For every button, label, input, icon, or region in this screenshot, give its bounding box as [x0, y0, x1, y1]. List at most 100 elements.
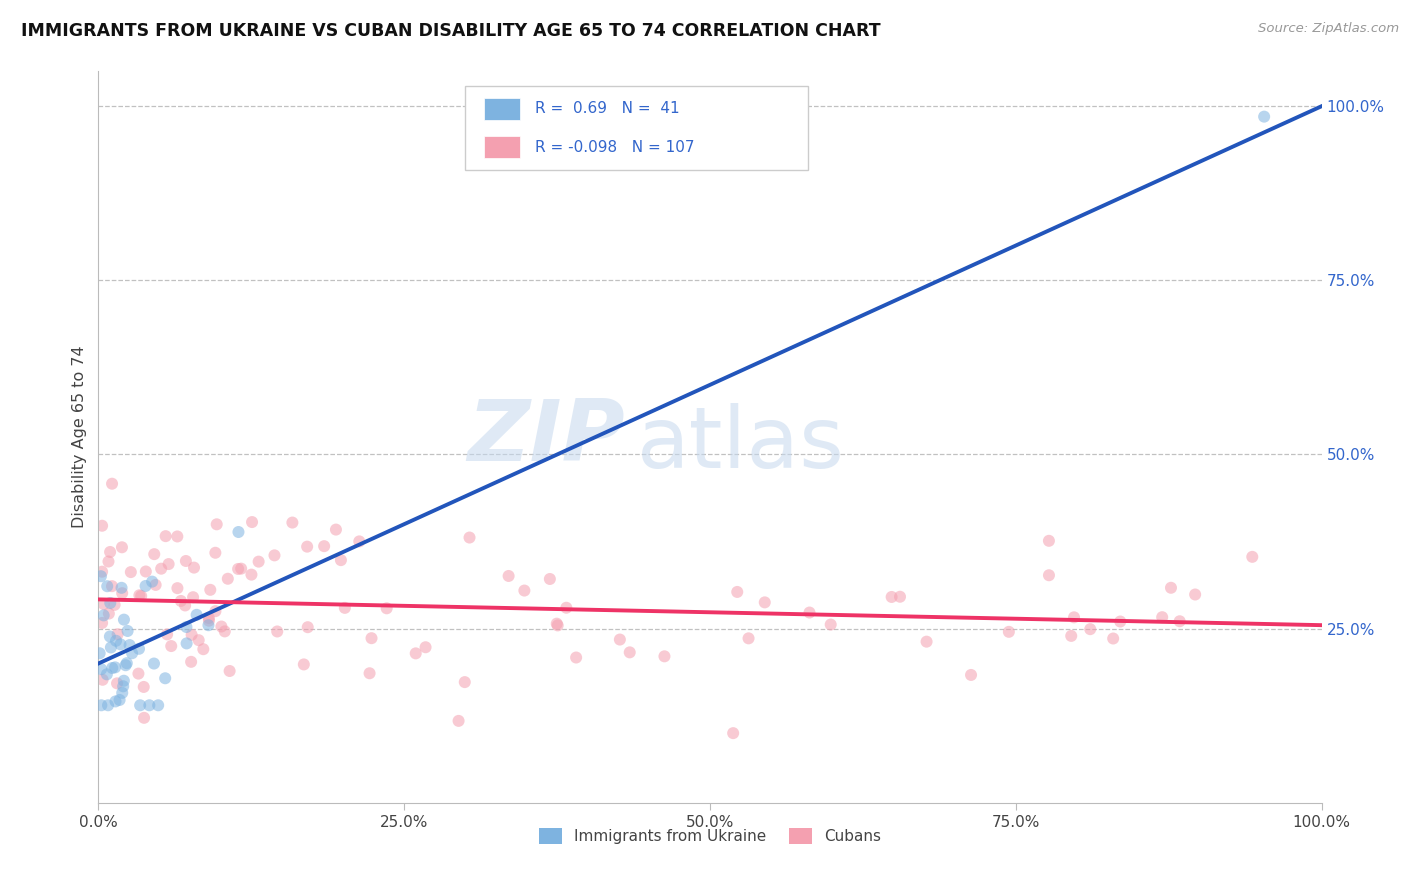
Point [180, 628, 202, 642]
Point [325, 523, 347, 537]
FancyBboxPatch shape [484, 98, 520, 120]
Text: Source: ZipAtlas.com: Source: ZipAtlas.com [1258, 22, 1399, 36]
Point [103, 598, 125, 612]
Point [107, 627, 129, 641]
Point [135, 579, 157, 593]
Point [349, 534, 371, 549]
Point [205, 517, 228, 532]
Point [110, 637, 132, 651]
Point [166, 529, 188, 543]
Point [115, 656, 138, 670]
Point [737, 632, 759, 646]
Point [98, 630, 121, 644]
Point [721, 726, 744, 740]
Point [98, 545, 121, 559]
Point [93, 597, 115, 611]
Point [166, 581, 188, 595]
Point [89, 646, 111, 660]
Point [180, 655, 202, 669]
Point [725, 585, 748, 599]
FancyBboxPatch shape [484, 136, 520, 159]
Point [112, 679, 135, 693]
Point [204, 604, 226, 618]
Point [228, 524, 250, 539]
Point [1102, 632, 1125, 646]
Text: atlas: atlas [637, 403, 845, 486]
Point [247, 555, 270, 569]
Point [226, 562, 249, 576]
Point [1184, 587, 1206, 601]
Point [218, 664, 240, 678]
Point [105, 633, 128, 648]
Point [820, 617, 842, 632]
Point [111, 541, 134, 555]
Point [181, 591, 204, 605]
Point [1038, 533, 1060, 548]
FancyBboxPatch shape [465, 86, 808, 170]
Point [143, 547, 166, 561]
Text: R = -0.098   N = 107: R = -0.098 N = 107 [536, 140, 695, 155]
Text: R =  0.69   N =  41: R = 0.69 N = 41 [536, 101, 679, 116]
Point [132, 711, 155, 725]
Point [231, 561, 253, 575]
Point [112, 613, 135, 627]
Point [240, 515, 263, 529]
Point [98, 596, 121, 610]
Point [314, 539, 336, 553]
Point [415, 640, 437, 655]
Point [96, 667, 118, 681]
Point [458, 531, 481, 545]
Point [1152, 610, 1174, 624]
Point [565, 650, 588, 665]
Point [91, 565, 114, 579]
Point [97, 607, 120, 621]
Point [880, 590, 903, 604]
Point [498, 569, 520, 583]
Point [375, 601, 398, 615]
Point [91, 673, 114, 687]
Point [129, 698, 152, 713]
Legend: Immigrants from Ukraine, Cubans: Immigrants from Ukraine, Cubans [533, 822, 887, 850]
Point [263, 549, 285, 563]
Point [198, 614, 221, 628]
Point [217, 572, 239, 586]
Point [1078, 622, 1101, 636]
Point [359, 666, 381, 681]
Point [1253, 110, 1275, 124]
Point [118, 638, 141, 652]
Point [555, 600, 578, 615]
Point [209, 619, 232, 633]
Point [174, 599, 197, 613]
Point [101, 661, 124, 675]
Point [546, 616, 568, 631]
Point [915, 634, 938, 648]
Point [145, 578, 167, 592]
Point [112, 673, 135, 688]
Point [104, 660, 127, 674]
Point [200, 582, 222, 597]
Point [127, 666, 149, 681]
Point [754, 595, 776, 609]
Point [538, 572, 561, 586]
Text: IMMIGRANTS FROM UKRAINE VS CUBAN DISABILITY AGE 65 TO 74 CORRELATION CHART: IMMIGRANTS FROM UKRAINE VS CUBAN DISABIL… [21, 22, 880, 40]
Point [97, 698, 120, 713]
Point [101, 579, 124, 593]
Point [619, 645, 641, 659]
Point [405, 646, 427, 660]
Point [297, 620, 319, 634]
Text: ZIP: ZIP [467, 395, 624, 479]
Point [128, 588, 150, 602]
Point [360, 631, 382, 645]
Point [329, 553, 352, 567]
Point [266, 624, 288, 639]
Point [91, 518, 114, 533]
Point [90, 698, 112, 713]
Point [93, 608, 115, 623]
Point [1109, 615, 1132, 629]
Point [1038, 568, 1060, 582]
Point [176, 636, 198, 650]
Point [1060, 629, 1083, 643]
Point [155, 529, 177, 543]
Point [547, 618, 569, 632]
Point [214, 624, 236, 639]
